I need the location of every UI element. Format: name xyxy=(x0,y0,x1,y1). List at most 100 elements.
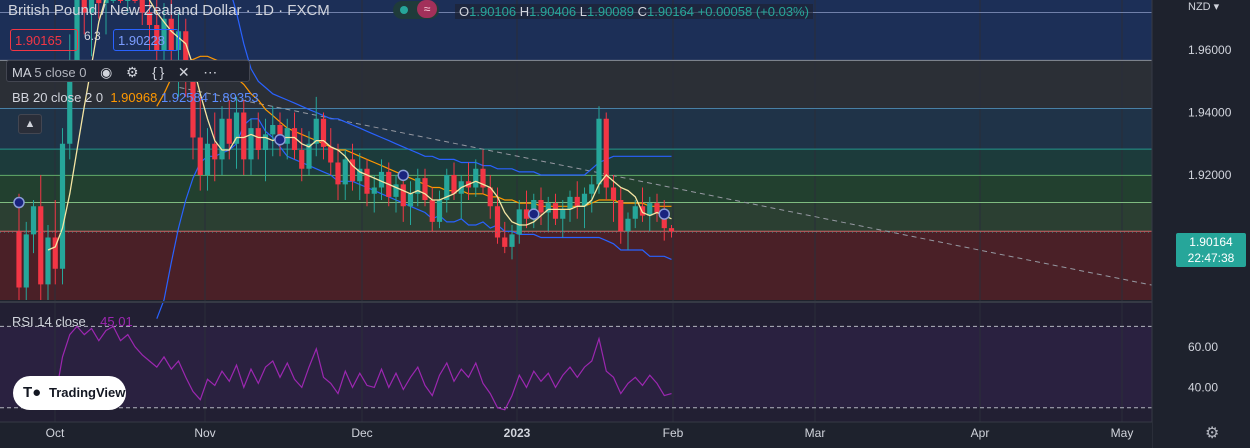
candle-body xyxy=(538,200,544,213)
rsi-tick-label: 60.00 xyxy=(1188,340,1218,354)
candle xyxy=(88,0,95,57)
gear-icon[interactable]: ⚙ xyxy=(125,64,139,80)
candle-body xyxy=(639,206,646,216)
tradingview-logo[interactable]: T● TradingView xyxy=(13,376,126,410)
sell-button[interactable]: 1.90165 xyxy=(10,29,78,51)
candle-body xyxy=(284,128,290,144)
currency-label: NZD xyxy=(1188,1,1211,13)
currency-selector[interactable]: NZD ▾ xyxy=(1188,1,1220,13)
candle xyxy=(291,112,298,160)
ohlc-open-value: 1.90106 xyxy=(469,4,517,19)
candle-body xyxy=(494,206,501,238)
candle-body xyxy=(52,237,58,269)
price-tick-label: 1.92000 xyxy=(1188,168,1232,182)
settings-icon[interactable]: ⚙ xyxy=(1205,425,1220,442)
trend-line xyxy=(179,87,1180,292)
candle xyxy=(219,106,225,175)
candle xyxy=(117,0,124,4)
chevron-up-icon[interactable]: ▲ xyxy=(18,114,42,134)
more-icon[interactable]: ⋯ xyxy=(203,64,218,80)
candle-body xyxy=(647,203,653,216)
trend-line-segment xyxy=(179,87,1180,292)
candle xyxy=(233,96,240,169)
ohlc-open-label: O xyxy=(459,4,470,19)
bb-upper-line xyxy=(232,0,672,176)
candle-body xyxy=(212,143,218,160)
candle xyxy=(618,187,624,244)
rsi-value: 45.01 xyxy=(100,314,133,329)
candle xyxy=(625,212,631,250)
ma-line xyxy=(47,0,672,251)
candle-body xyxy=(313,118,319,144)
candle-body xyxy=(509,234,515,247)
candle xyxy=(422,168,428,207)
candle-body xyxy=(168,18,174,50)
ohlc-change: +0.00058 (+0.03%) xyxy=(697,4,809,19)
candle xyxy=(284,118,290,160)
rsi-legend-row[interactable]: RSI 14 close 45.01 xyxy=(12,314,133,329)
candle xyxy=(30,200,37,254)
candle-body xyxy=(241,112,247,160)
candle-body xyxy=(226,118,232,144)
ohlc-low-value: 1.90089 xyxy=(587,4,634,19)
candle-body xyxy=(618,200,624,232)
candle xyxy=(342,150,348,200)
candle-body xyxy=(393,184,399,197)
candle xyxy=(603,112,609,200)
candle-body xyxy=(378,171,385,188)
candle-body xyxy=(328,146,334,163)
candle xyxy=(45,225,51,300)
eye-icon[interactable]: ◉ xyxy=(100,64,113,80)
candle-body xyxy=(654,203,660,213)
candle-body xyxy=(502,237,508,247)
candle-body xyxy=(146,12,153,25)
bb-legend-row[interactable]: BB 20 close 2 0 1.90968 1.92584 1.89353 xyxy=(12,90,259,105)
market-status-pill[interactable]: ≈ xyxy=(393,0,439,19)
event-marker xyxy=(658,208,670,220)
candle-body xyxy=(589,184,595,194)
symbol-title[interactable]: British Pound / New Zealand Dollar · 1D … xyxy=(8,2,330,19)
candle-body xyxy=(603,118,609,188)
ma-legend-row[interactable]: MA 5 close 0 ◉ ⚙ { } ✕ ⋯ xyxy=(6,60,250,82)
candle-body xyxy=(139,0,145,13)
bar-countdown: 22:47:38 xyxy=(1187,251,1235,265)
last-price: 1.90164 xyxy=(1189,235,1233,249)
price-tick-label: 1.94000 xyxy=(1188,106,1232,120)
candle xyxy=(393,175,399,213)
candle xyxy=(262,118,269,182)
candle-body xyxy=(204,143,211,175)
candle-body xyxy=(342,159,348,185)
candle xyxy=(668,225,675,238)
ma-line-path xyxy=(47,0,672,251)
candle-body xyxy=(255,128,261,150)
candle xyxy=(415,168,421,207)
close-icon[interactable]: ✕ xyxy=(177,64,190,80)
candle-body xyxy=(132,0,138,1)
candle xyxy=(67,34,73,160)
candle-body xyxy=(59,143,66,269)
candle xyxy=(132,0,138,4)
candle xyxy=(270,106,276,157)
tradingview-logo-icon: T● xyxy=(23,384,42,401)
buy-button[interactable]: 1.90228 xyxy=(113,29,179,51)
candle xyxy=(96,0,102,19)
candle-body xyxy=(487,187,493,207)
candle-body xyxy=(270,125,276,135)
candle-body xyxy=(38,206,44,285)
rsi-params: 14 close xyxy=(37,314,86,329)
candle xyxy=(407,181,414,225)
candle xyxy=(596,106,602,194)
candle-body xyxy=(581,193,588,207)
candle-body xyxy=(154,25,160,50)
time-tick-label: May xyxy=(1111,426,1134,440)
candle-body xyxy=(523,209,530,219)
candle xyxy=(81,0,87,35)
candle xyxy=(364,159,370,207)
candle-body xyxy=(422,178,428,200)
price-axis-bg xyxy=(1152,0,1250,448)
fib-zone xyxy=(0,12,1152,61)
candle xyxy=(610,175,617,222)
code-icon[interactable]: { } xyxy=(152,64,165,80)
candle-body xyxy=(103,0,109,4)
